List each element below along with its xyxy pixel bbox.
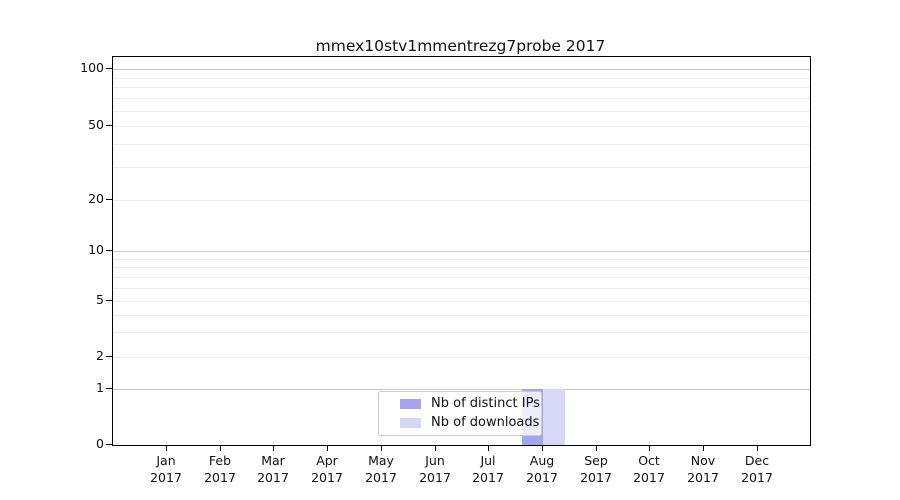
gridline-minor [113,301,810,302]
bar-downloads-aug [543,389,565,445]
legend-item-downloads: Nb of downloads [379,413,541,432]
y-tick-mark [106,68,112,69]
x-tick-label: Feb 2017 [204,453,236,485]
x-tick-label: May 2017 [365,453,397,485]
legend-label-downloads: Nb of downloads [431,415,540,430]
gridline-major [113,251,810,252]
gridline-minor [113,87,810,88]
x-tick-mark [435,446,436,451]
gridlines-layer [113,57,810,445]
y-tick-label: 10 [88,242,104,257]
gridline-minor [113,332,810,333]
x-tick-mark [166,446,167,451]
y-tick-mark [106,199,112,200]
gridline-minor [113,200,810,201]
y-tick-mark [106,250,112,251]
y-tick-label: 100 [80,60,104,75]
gridline-minor [113,315,810,316]
gridline-minor [113,357,810,358]
x-tick-label: Apr 2017 [311,453,343,485]
x-tick-label: Jul 2017 [472,453,504,485]
legend-item-distinct-ips: Nb of distinct IPs [379,394,541,413]
y-tick-mark [106,125,112,126]
gridline-minor [113,126,810,127]
legend-swatch-distinct-ips-icon [400,398,421,409]
x-tick-label: Aug 2017 [526,453,558,485]
x-tick-label: Dec 2017 [741,453,773,485]
gridline-minor [113,98,810,99]
y-tick-label: 5 [96,292,104,307]
x-tick-label: Oct 2017 [633,453,665,485]
y-tick-mark [106,388,112,389]
x-tick-mark [220,446,221,451]
y-tick-label: 20 [88,191,104,206]
y-tick-mark [106,300,112,301]
gridline-major [113,69,810,70]
x-tick-mark [703,446,704,451]
y-tick-mark [106,356,112,357]
x-tick-mark [488,446,489,451]
chart-title: mmex10stv1mmentrezg7probe 2017 [315,37,606,55]
x-tick-mark [542,446,543,451]
x-tick-label: Jun 2017 [419,453,451,485]
legend-swatch-downloads-icon [400,417,421,428]
gridline-major [113,389,810,390]
y-tick-label: 2 [96,348,104,363]
gridline-minor [113,267,810,268]
x-tick-label: Jan 2017 [150,453,182,485]
gridline-minor [113,144,810,145]
y-tick-mark [106,444,112,445]
y-tick-label: 50 [88,117,104,132]
legend-label-distinct-ips: Nb of distinct IPs [431,396,540,411]
x-tick-label: Sep 2017 [580,453,612,485]
x-tick-mark [649,446,650,451]
y-tick-label: 0 [96,436,104,451]
gridline-minor [113,277,810,278]
x-tick-mark [381,446,382,451]
gridline-minor [113,288,810,289]
x-tick-mark [596,446,597,451]
gridline-minor [113,167,810,168]
gridline-minor [113,111,810,112]
x-tick-label: Nov 2017 [687,453,719,485]
x-tick-label: Mar 2017 [257,453,289,485]
gridline-minor [113,78,810,79]
gridline-minor [113,259,810,260]
legend: Nb of distinct IPs Nb of downloads [378,391,542,436]
x-tick-mark [327,446,328,451]
y-tick-label: 1 [96,380,104,395]
x-tick-mark [757,446,758,451]
x-tick-mark [273,446,274,451]
